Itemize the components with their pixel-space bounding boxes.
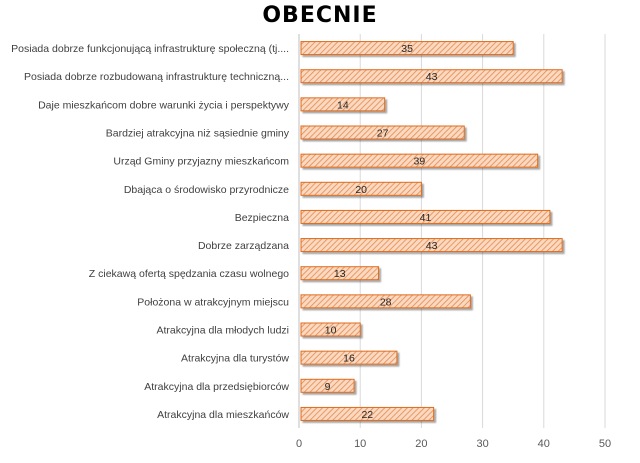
- data-label: 20: [355, 184, 367, 196]
- category-label: Dbająca o środowisko przyrodnicze: [124, 184, 289, 196]
- chart-gridlines: [298, 34, 606, 428]
- bar: [300, 125, 465, 140]
- category-label: Urząd Gminy przyjazny mieszkańcom: [113, 156, 289, 168]
- category-label: Atrakcyjna dla turystów: [181, 353, 289, 365]
- x-tick-label: 0: [296, 438, 302, 450]
- x-tick-label: 30: [476, 438, 488, 450]
- x-tick-label: 10: [354, 438, 366, 450]
- category-label: Bezpieczna: [235, 212, 289, 224]
- x-tick-label: 50: [599, 438, 611, 450]
- category-label: Daje mieszkańcom dobre warunki życia i p…: [38, 99, 290, 111]
- data-label: 13: [334, 268, 346, 280]
- bar: [300, 322, 361, 337]
- category-label: Atrakcyjna dla mieszkańców: [157, 409, 289, 421]
- data-label: 41: [420, 212, 432, 224]
- bar: [300, 238, 563, 253]
- bar: [300, 41, 514, 56]
- data-label: 27: [377, 128, 389, 140]
- data-label: 35: [401, 43, 413, 55]
- x-tick-label: 40: [538, 438, 550, 450]
- bar: [300, 181, 422, 196]
- bar: [300, 406, 435, 421]
- data-label: 14: [337, 99, 349, 111]
- bar: [300, 97, 386, 112]
- category-labels: Posiada dobrze funkcjonującą infrastrukt…: [11, 43, 290, 421]
- data-label: 22: [361, 409, 373, 421]
- bar: [300, 209, 551, 224]
- data-label: 10: [325, 325, 337, 337]
- bar: [300, 350, 398, 365]
- category-label: Dobrze zarządzana: [198, 240, 289, 252]
- bar: [300, 378, 355, 393]
- bar: [300, 69, 563, 84]
- category-label: Bardziej atrakcyjna niż sąsiednie gminy: [106, 128, 290, 140]
- x-axis-tick-labels: 0 10 20 30 40 50: [296, 438, 611, 450]
- bar: [300, 294, 471, 309]
- x-tick-label: 20: [415, 438, 427, 450]
- data-label: 43: [426, 71, 438, 83]
- bar: [300, 153, 539, 168]
- category-label: Atrakcyjna dla młodych ludzi: [157, 325, 289, 337]
- category-label: Posiada dobrze rozbudowaną infrastruktur…: [24, 71, 289, 83]
- data-label: 9: [325, 381, 331, 393]
- data-label: 16: [343, 353, 355, 365]
- category-label: Z ciekawą ofertą spędzania czasu wolnego: [89, 268, 289, 280]
- data-label: 43: [426, 240, 438, 252]
- chart-title: OBECNIE: [262, 3, 378, 28]
- category-label: Posiada dobrze funkcjonującą infrastrukt…: [11, 43, 289, 55]
- category-label: Położona w atrakcyjnym miejscu: [137, 296, 289, 308]
- data-label: 28: [380, 296, 392, 308]
- chart-bars: 35 43 14 27 39 20 41 43 13 28 10 16 9 22: [300, 41, 563, 421]
- category-label: Atrakcyjna dla przedsiębiorców: [144, 381, 289, 393]
- data-label: 39: [413, 156, 425, 168]
- bar: [300, 266, 380, 281]
